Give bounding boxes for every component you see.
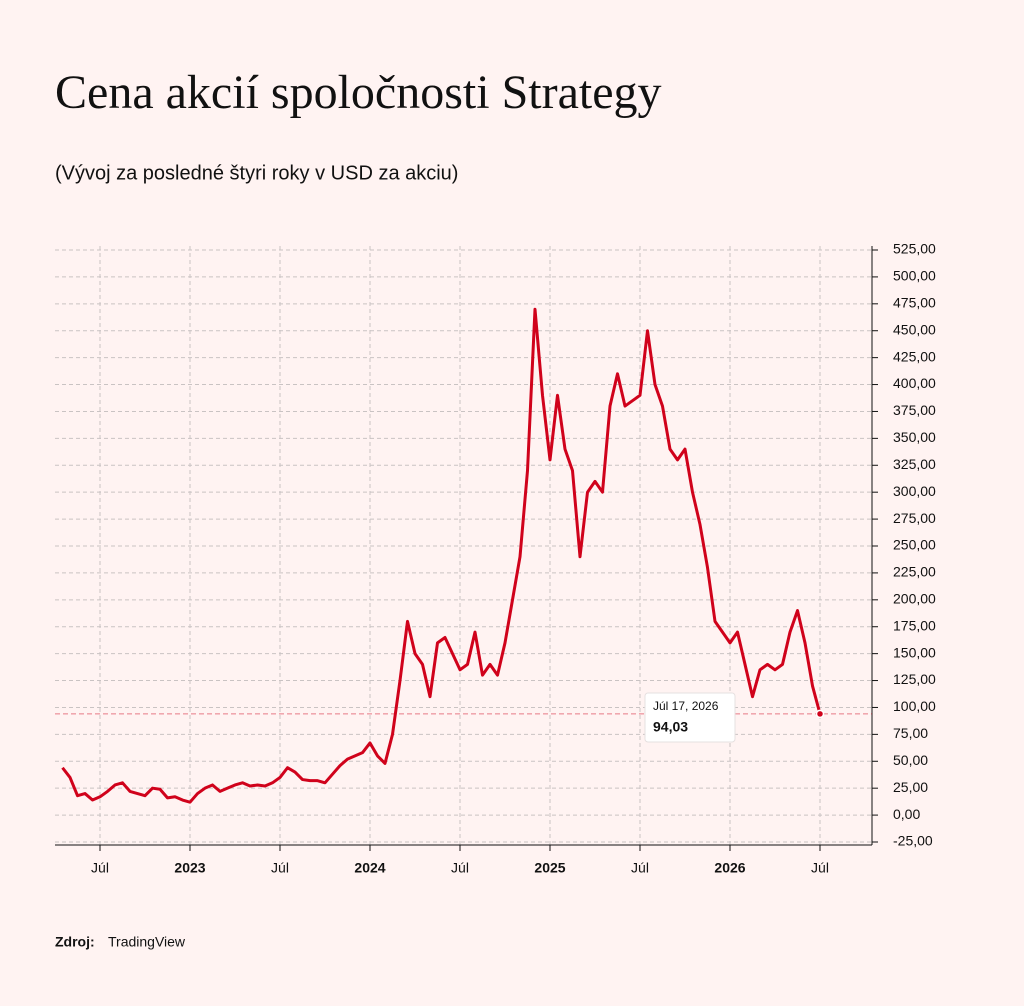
y-tick-label: 450,00 xyxy=(893,321,936,337)
x-tick-label: Júl xyxy=(451,860,469,876)
y-tick-label: 375,00 xyxy=(893,402,936,418)
chart-subtitle: (Vývoj za posledné štyri roky v USD za a… xyxy=(55,162,458,184)
y-tick-label: 525,00 xyxy=(893,241,936,257)
y-tick-label: 325,00 xyxy=(893,456,936,472)
x-tick-label: Júl xyxy=(631,860,649,876)
y-tick-label: 100,00 xyxy=(893,698,936,714)
y-tick-label: 425,00 xyxy=(893,348,936,364)
last-point xyxy=(815,709,825,719)
y-tick-label: 25,00 xyxy=(893,779,928,795)
y-tick-label: 175,00 xyxy=(893,617,936,633)
tooltip-date: Júl 17, 2026 xyxy=(653,699,719,713)
y-tick-label: 500,00 xyxy=(893,268,936,284)
y-tick-label: 400,00 xyxy=(893,375,936,391)
y-tick-label: 75,00 xyxy=(893,725,928,741)
y-tick-label: 475,00 xyxy=(893,295,936,311)
x-tick-label: 2024 xyxy=(354,860,385,876)
y-tick-label: 275,00 xyxy=(893,510,936,526)
y-tick-label: 0,00 xyxy=(893,806,920,822)
x-tick-label: Júl xyxy=(91,860,109,876)
x-tick-label: 2026 xyxy=(714,860,745,876)
y-tick-label: 50,00 xyxy=(893,752,928,768)
tooltip-value: 94,03 xyxy=(653,719,688,735)
chart-title: Cena akcií spoločnosti Strategy xyxy=(55,66,662,119)
x-tick-label: 2025 xyxy=(534,860,565,876)
price-line xyxy=(61,307,822,804)
y-tick-label: 300,00 xyxy=(893,483,936,499)
source: TradingView xyxy=(108,934,186,950)
y-tick-label: 350,00 xyxy=(893,429,936,445)
y-tick-label: 250,00 xyxy=(893,537,936,553)
x-tick-label: Júl xyxy=(271,860,289,876)
y-tick-label: 150,00 xyxy=(893,644,936,660)
grid xyxy=(55,246,872,845)
source-label: Zdroj: xyxy=(55,934,95,950)
x-tick-label: Júl xyxy=(811,860,829,876)
y-tick-label: 200,00 xyxy=(893,591,936,607)
y-tick-label: -25,00 xyxy=(893,833,933,849)
x-tick-label: 2023 xyxy=(174,860,205,876)
y-tick-label: 225,00 xyxy=(893,564,936,580)
tooltip-box xyxy=(644,692,736,743)
y-tick-label: 125,00 xyxy=(893,671,936,687)
